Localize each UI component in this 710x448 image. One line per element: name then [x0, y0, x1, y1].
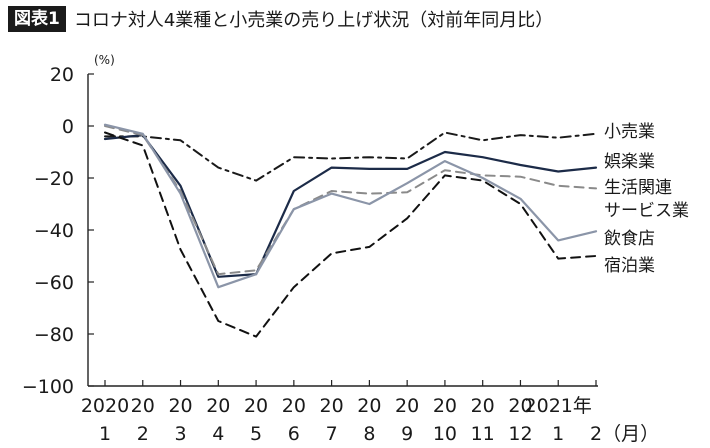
legend-label-5: 宿泊業 [604, 256, 655, 276]
x-tick-label-month: 11 [471, 423, 495, 445]
chart-axes: (%)200−20−40−60−80−100202012022032042052… [22, 53, 659, 445]
legend-label-3: 生活関連 [604, 178, 672, 198]
series-line-5 [104, 131, 597, 338]
figure-header: 図表1 コロナ対人4業種と小売業の売り上げ状況（対前年同月比） [8, 4, 553, 34]
x-tick-label-year: 2020 [81, 395, 129, 417]
x-tick-label-year: 20 [471, 395, 495, 417]
legend-label-1: 小売業 [604, 122, 655, 142]
x-tick-label-month: 6 [288, 423, 300, 445]
x-tick-label-month: 10 [433, 423, 457, 445]
y-tick-label: −60 [34, 272, 74, 294]
y-tick-label: −100 [22, 376, 74, 398]
x-tick-label-year: 2021年 [525, 395, 592, 417]
y-tick-label: −20 [34, 168, 74, 190]
x-tick-label-year: 20 [168, 395, 192, 417]
x-tick-label-year: 20 [282, 395, 306, 417]
x-tick-label-year: 20 [244, 395, 268, 417]
x-tick-label-month: 1 [552, 423, 564, 445]
series-line-4 [103, 123, 598, 289]
y-tick-label: 20 [50, 64, 74, 86]
series-line-3 [104, 125, 597, 276]
x-tick-label-year: 20 [206, 395, 230, 417]
x-tick-label-month: 1 [99, 423, 111, 445]
y-tick-label: 0 [62, 116, 74, 138]
y-tick-label: −80 [34, 324, 74, 346]
x-tick-label-year: 20 [131, 395, 155, 417]
x-tick-label-month: 3 [174, 423, 186, 445]
x-tick-label-year: 20 [508, 395, 532, 417]
x-tick-label-month: 2（月） [590, 423, 659, 445]
x-tick-label-month: 9 [401, 423, 413, 445]
chart-series [103, 123, 598, 338]
x-tick-label-month: 12 [508, 423, 532, 445]
y-unit-label: (%) [94, 53, 115, 67]
x-tick-label-year: 20 [320, 395, 344, 417]
figure-title: コロナ対人4業種と小売業の売り上げ状況（対前年同月比） [73, 10, 554, 31]
x-tick-label-month: 4 [212, 423, 224, 445]
y-tick-label: −40 [34, 220, 74, 242]
x-tick-label-month: 2 [137, 423, 149, 445]
legend-label-4: 飲食店 [604, 229, 655, 249]
series-line-2 [103, 134, 598, 278]
x-tick-label-month: 8 [363, 423, 375, 445]
series-line-1 [104, 131, 597, 182]
x-tick-label-month: 5 [250, 423, 262, 445]
figure-badge: 図表1 [8, 6, 66, 32]
x-tick-label-year: 20 [433, 395, 457, 417]
x-tick-label-year: 20 [357, 395, 381, 417]
x-tick-label-month: 7 [326, 423, 338, 445]
legend-label-2: 娯楽業 [604, 152, 655, 172]
legend-label-3: サービス業 [604, 201, 689, 221]
x-tick-label-year: 20 [395, 395, 419, 417]
